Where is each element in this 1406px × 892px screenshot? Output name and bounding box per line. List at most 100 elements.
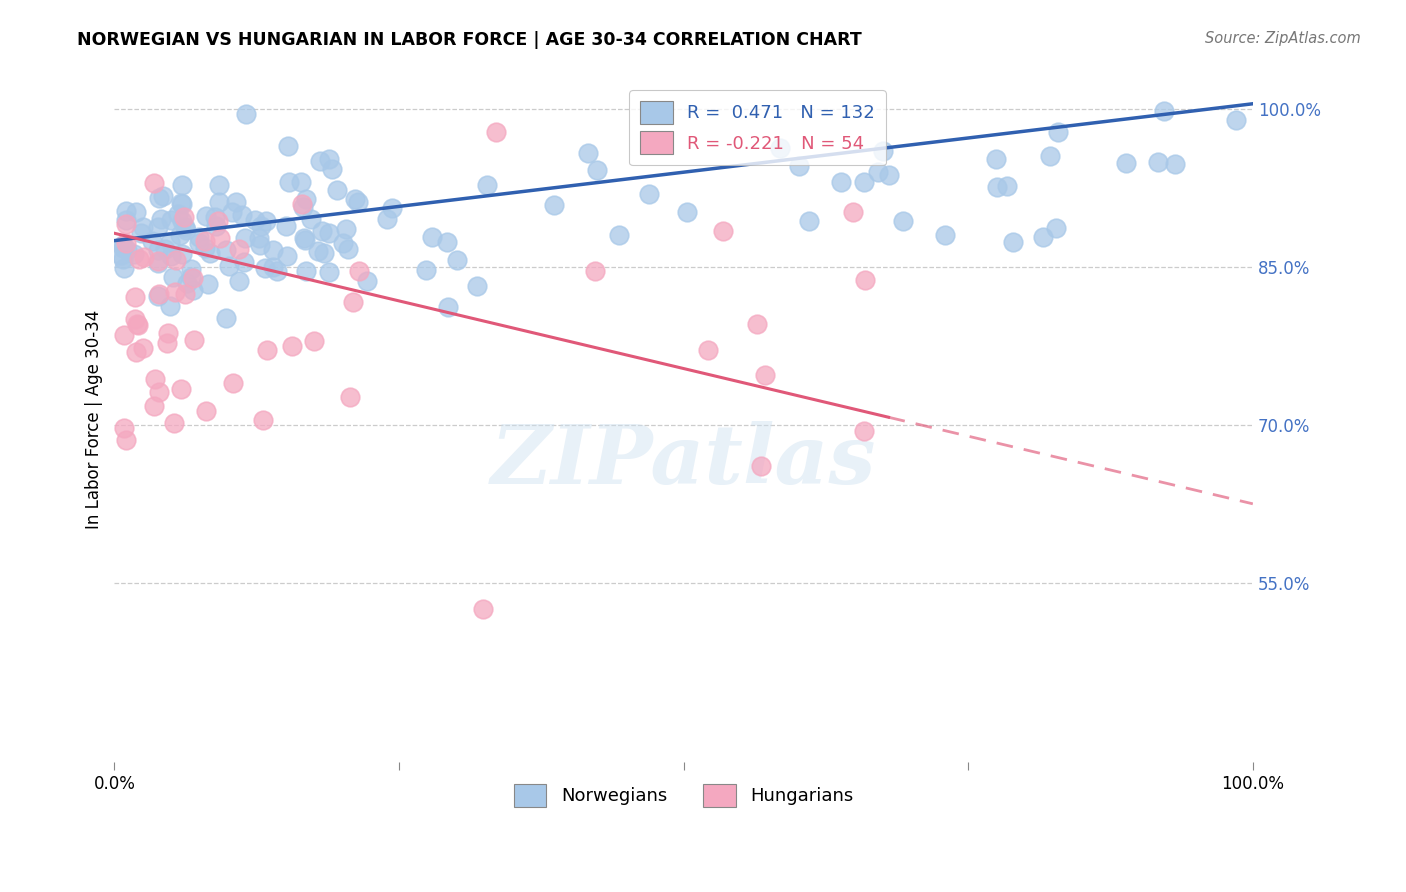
Y-axis label: In Labor Force | Age 30-34: In Labor Force | Age 30-34 — [86, 310, 103, 529]
Point — [295, 192, 318, 206]
Point — [420, 230, 443, 244]
Point — [156, 326, 179, 340]
Point — [170, 197, 193, 211]
Point — [169, 227, 191, 242]
Point — [146, 256, 169, 270]
Point — [143, 400, 166, 414]
Point — [891, 213, 914, 227]
Point — [228, 274, 250, 288]
Point — [262, 243, 284, 257]
Point — [125, 317, 148, 331]
Point — [163, 285, 186, 299]
Point — [256, 343, 278, 358]
Legend: Norwegians, Hungarians: Norwegians, Hungarians — [506, 777, 860, 814]
Point — [291, 197, 314, 211]
Point — [986, 153, 1008, 167]
Point — [314, 246, 336, 260]
Point — [321, 162, 343, 177]
Point — [995, 178, 1018, 193]
Point — [112, 241, 135, 255]
Point — [170, 196, 193, 211]
Point — [233, 255, 256, 269]
Point — [233, 231, 256, 245]
Point — [125, 205, 148, 219]
Point — [148, 191, 170, 205]
Point — [294, 263, 316, 277]
Point — [249, 237, 271, 252]
Point — [167, 207, 190, 221]
Point — [124, 312, 146, 326]
Point — [1225, 113, 1247, 128]
Point — [156, 336, 179, 351]
Point — [160, 212, 183, 227]
Point — [172, 178, 194, 193]
Point — [152, 189, 174, 203]
Point — [585, 162, 607, 177]
Point — [115, 434, 138, 448]
Point — [112, 261, 135, 276]
Point — [173, 210, 195, 224]
Text: NORWEGIAN VS HUNGARIAN IN LABOR FORCE | AGE 30-34 CORRELATION CHART: NORWEGIAN VS HUNGARIAN IN LABOR FORCE | … — [77, 31, 862, 49]
Point — [150, 211, 173, 226]
Point — [128, 252, 150, 266]
Point — [174, 219, 197, 234]
Point — [235, 107, 257, 121]
Point — [207, 178, 229, 192]
Point — [872, 144, 894, 158]
Point — [274, 219, 297, 233]
Point — [148, 287, 170, 301]
Point — [187, 236, 209, 251]
Point — [143, 372, 166, 386]
Point — [381, 201, 404, 215]
Point — [332, 236, 354, 251]
Point — [204, 219, 226, 234]
Point — [638, 186, 661, 201]
Point — [194, 404, 217, 418]
Point — [198, 246, 221, 260]
Point — [252, 413, 274, 427]
Point — [112, 327, 135, 342]
Point — [159, 299, 181, 313]
Point — [292, 230, 315, 244]
Point — [853, 273, 876, 287]
Point — [789, 159, 811, 173]
Point — [877, 168, 900, 182]
Point — [194, 242, 217, 256]
Point — [318, 265, 340, 279]
Point — [124, 290, 146, 304]
Point — [475, 178, 498, 193]
Point — [110, 248, 132, 262]
Point — [127, 318, 149, 332]
Point — [294, 233, 316, 247]
Point — [465, 279, 488, 293]
Point — [337, 242, 360, 256]
Point — [335, 222, 357, 236]
Point — [842, 204, 865, 219]
Point — [262, 260, 284, 275]
Point — [852, 175, 875, 189]
Point — [245, 213, 267, 227]
Point — [344, 192, 367, 206]
Point — [132, 250, 155, 264]
Point — [141, 234, 163, 248]
Point — [176, 276, 198, 290]
Point — [349, 264, 371, 278]
Point — [250, 219, 273, 234]
Point — [1153, 104, 1175, 119]
Point — [125, 344, 148, 359]
Point — [159, 249, 181, 263]
Point — [852, 424, 875, 438]
Point — [194, 235, 217, 249]
Point — [276, 249, 298, 263]
Point — [165, 252, 187, 267]
Point — [114, 420, 136, 434]
Point — [713, 225, 735, 239]
Point — [472, 602, 495, 616]
Point — [1147, 155, 1170, 169]
Point — [132, 220, 155, 235]
Point — [1164, 157, 1187, 171]
Point — [754, 368, 776, 382]
Point — [170, 247, 193, 261]
Point — [221, 376, 243, 390]
Point — [318, 226, 340, 240]
